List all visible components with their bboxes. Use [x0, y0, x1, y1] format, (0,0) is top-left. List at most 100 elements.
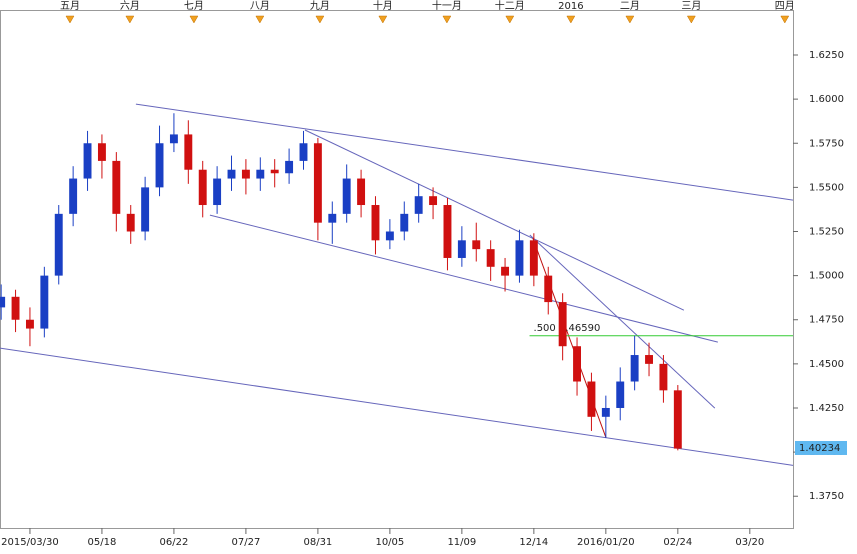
x-tick-label: 02/24	[663, 537, 692, 548]
month-marker	[686, 15, 696, 24]
level-label: .500 1.46590	[534, 323, 601, 334]
candle-body	[486, 249, 495, 267]
x-tick-label: 06/22	[160, 537, 189, 548]
candle-body	[443, 205, 452, 258]
candle-body	[169, 134, 178, 144]
candle-body	[299, 143, 308, 161]
candle-body	[630, 355, 639, 382]
month-marker	[505, 15, 515, 24]
x-tick-label: 03/20	[735, 537, 764, 548]
month-label: 九月	[310, 0, 330, 12]
candle-body	[213, 178, 222, 206]
month-label: 二月	[620, 0, 640, 12]
candle-body	[673, 390, 682, 449]
candle-body	[40, 275, 49, 329]
candle-body	[457, 240, 466, 258]
candle-body	[357, 178, 366, 206]
y-tick-label: 1.6250	[809, 50, 844, 61]
month-marker	[65, 15, 75, 24]
trend-line	[135, 103, 794, 201]
candle-body	[227, 169, 236, 179]
candle-body	[313, 143, 322, 223]
candle-body	[342, 178, 351, 214]
candle-body	[83, 143, 92, 179]
candle-body	[645, 355, 653, 364]
last-price-label: 1.40234	[799, 443, 840, 454]
month-label: 六月	[120, 0, 140, 12]
candle-body	[400, 213, 409, 232]
month-marker	[566, 15, 576, 24]
candle-body	[371, 205, 380, 241]
trend-line	[529, 234, 716, 409]
candle-body	[558, 302, 567, 347]
candle-body	[97, 143, 106, 161]
y-tick-label: 1.4500	[809, 359, 844, 370]
candle-body	[69, 178, 78, 214]
x-tick-label: 05/18	[88, 537, 117, 548]
candle-body	[11, 296, 20, 320]
x-tick-label: 08/31	[303, 537, 332, 548]
x-tick-label: 11/09	[447, 537, 476, 548]
candle-body	[155, 143, 164, 188]
x-tick-label: 12/14	[519, 537, 548, 548]
month-label: 四月	[775, 0, 795, 12]
candle-body	[256, 169, 265, 179]
candle-body	[587, 381, 596, 417]
month-marker	[315, 15, 325, 24]
x-tick-label: 10/05	[375, 537, 404, 548]
candle-body	[270, 169, 279, 174]
candle-body	[472, 240, 481, 250]
candle-body	[385, 231, 394, 241]
month-label: 十一月	[432, 0, 462, 12]
candle-body	[241, 169, 250, 179]
y-tick-label: 1.4250	[809, 403, 844, 414]
month-marker	[125, 15, 135, 24]
month-label: 十二月	[495, 0, 525, 12]
y-tick-label: 1.5250	[809, 226, 844, 237]
x-tick-label: 2015/03/30	[1, 537, 59, 548]
plot-frame	[0, 10, 794, 529]
candle-body	[126, 213, 135, 232]
month-marker	[442, 15, 452, 24]
candle-body	[328, 213, 337, 223]
candle-body	[0, 296, 6, 308]
month-label: 八月	[250, 0, 270, 12]
trend-line	[304, 129, 685, 311]
x-tick-label: 2016/01/20	[577, 537, 635, 548]
candle-body	[54, 213, 63, 276]
month-label: 十月	[373, 0, 393, 12]
candle-body	[501, 266, 510, 276]
month-label: 2016	[558, 1, 583, 12]
y-tick-label: 1.6000	[809, 94, 844, 105]
month-label: 五月	[60, 0, 80, 12]
candle-body	[601, 407, 610, 417]
y-tick-label: 1.5750	[809, 138, 844, 149]
candle-body	[285, 160, 294, 174]
month-label: 七月	[184, 0, 204, 12]
candle-body	[573, 346, 582, 382]
candle-body	[25, 319, 34, 329]
trend-line	[0, 347, 794, 466]
candle-body	[616, 381, 625, 408]
y-tick-label: 1.4750	[809, 315, 844, 326]
candle-body	[198, 169, 207, 206]
last-price-box	[795, 440, 847, 455]
candle-body	[515, 240, 524, 276]
y-tick-label: 1.5000	[809, 271, 844, 282]
candle-body	[529, 240, 538, 276]
candle-body	[544, 275, 553, 303]
month-marker	[625, 15, 635, 24]
y-tick-label: 1.3750	[809, 491, 844, 502]
month-label: 三月	[681, 0, 701, 12]
x-tick-label: 07/27	[231, 537, 260, 548]
candle-body	[112, 160, 121, 214]
month-marker	[378, 15, 388, 24]
candle-body	[659, 363, 668, 391]
month-marker	[189, 15, 199, 24]
trend-line	[209, 214, 718, 343]
month-marker	[780, 15, 790, 24]
candle-body	[141, 187, 150, 232]
month-marker	[255, 15, 265, 24]
